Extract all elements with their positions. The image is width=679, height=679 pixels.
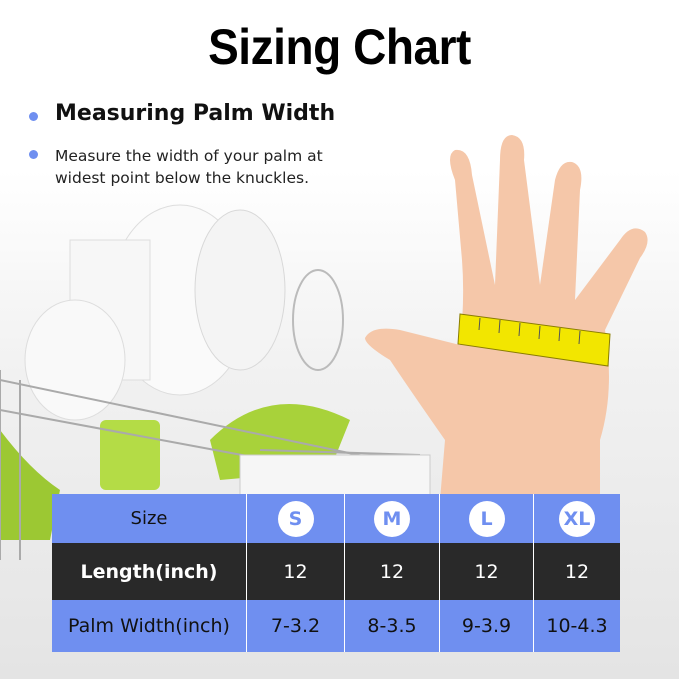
- cell: 7-3.2: [246, 600, 345, 652]
- section-description: Measure the width of your palm at widest…: [55, 147, 323, 187]
- cell: 12: [246, 543, 345, 600]
- size-badge: L: [468, 500, 505, 537]
- size-badge: S: [277, 500, 314, 537]
- cell: 12: [439, 543, 534, 600]
- table-row: Palm Width(inch) 7-3.2 8-3.5 9-3.9 10-4.…: [52, 600, 620, 652]
- header-label: Size: [52, 494, 247, 543]
- table-header-row: Size S M L XL: [52, 494, 620, 543]
- size-badge: M: [374, 500, 410, 537]
- cell: 12: [344, 543, 440, 600]
- cell: 12: [533, 543, 620, 600]
- bullet-icon: [29, 150, 38, 159]
- table-row: Length(inch) 12 12 12 12: [52, 543, 620, 600]
- cell: 8-3.5: [344, 600, 440, 652]
- section-heading: Measuring Palm Width: [55, 101, 336, 126]
- cell: 9-3.9: [439, 600, 534, 652]
- page-title: Sizing Chart: [208, 19, 471, 75]
- bullet-icon: [29, 112, 38, 121]
- size-badge: XL: [559, 500, 595, 537]
- cell: 10-4.3: [533, 600, 620, 652]
- row-label: Length(inch): [52, 543, 247, 600]
- row-label: Palm Width(inch): [52, 600, 247, 652]
- size-table: Size S M L XL Length(inch) 12 12 12 12 P…: [52, 494, 620, 652]
